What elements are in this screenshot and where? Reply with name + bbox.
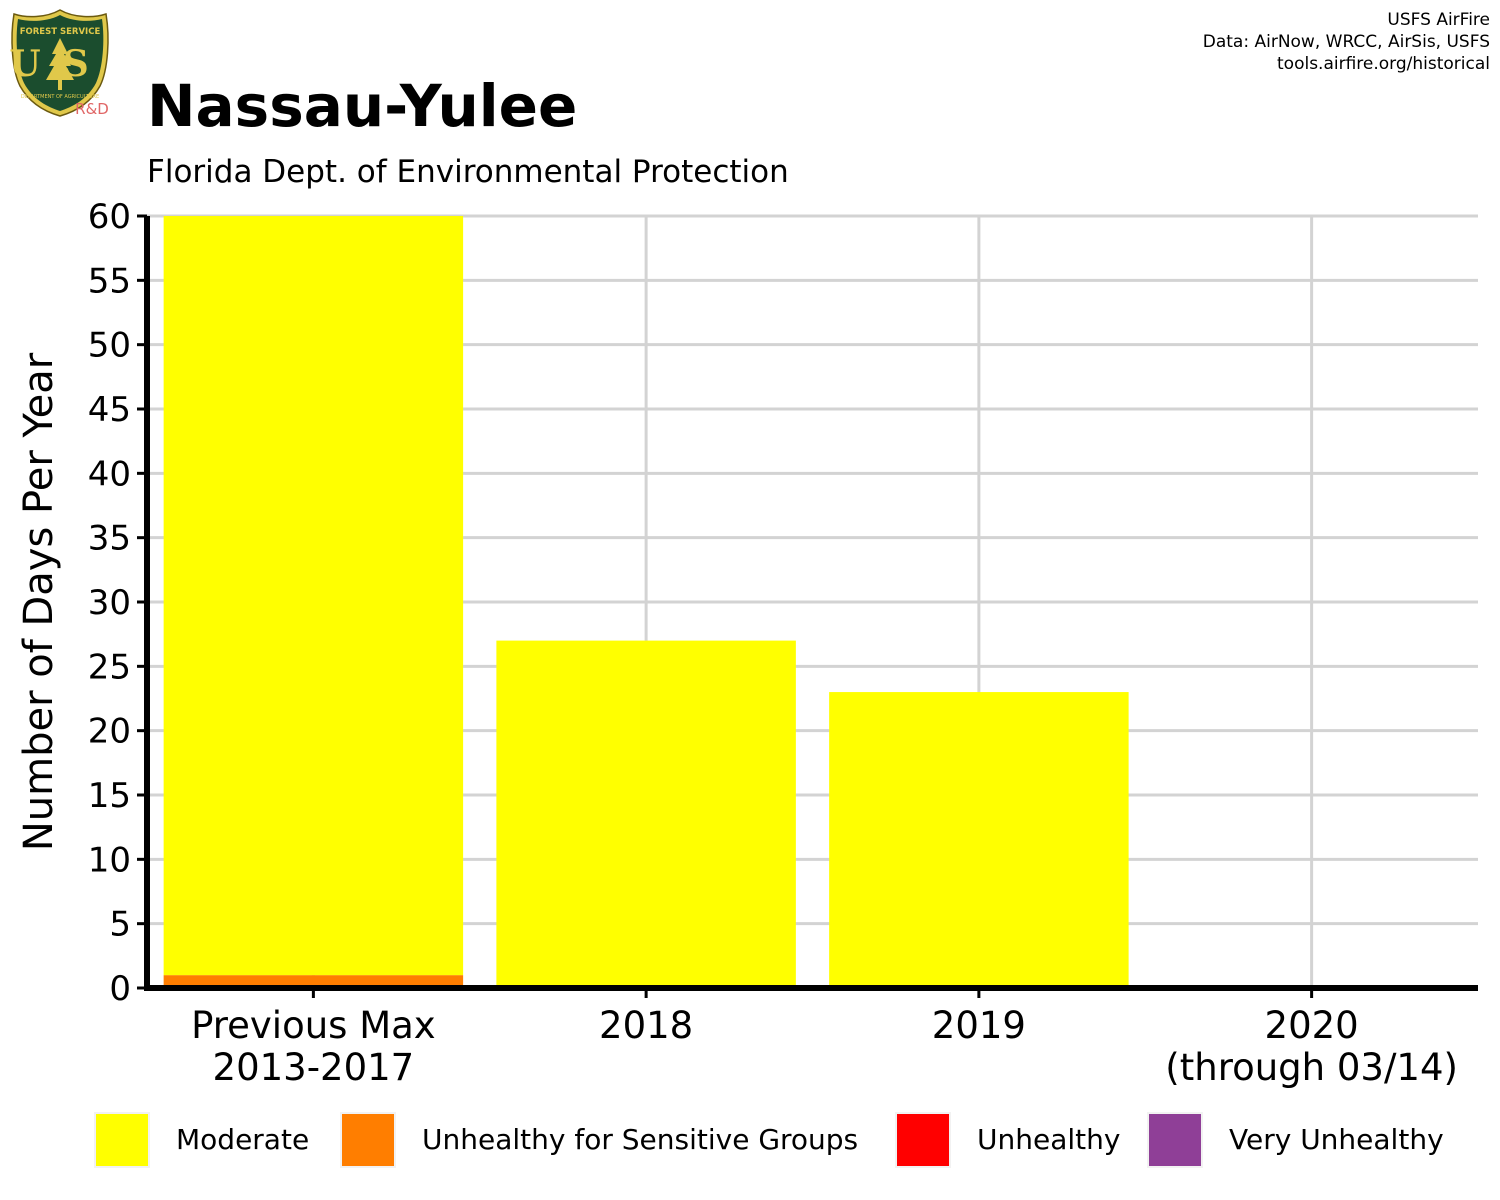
x-tick-label: 2013-2017 [213,1046,415,1089]
credit-line: Data: AirNow, WRCC, AirSis, USFS [1202,32,1490,52]
y-tick-label: 25 [88,647,131,687]
y-tick-label: 35 [88,519,131,559]
y-tick-label: 0 [109,969,131,1009]
legend-label: Unhealthy [977,1123,1121,1156]
y-tick-label: 55 [88,261,131,301]
x-tick-label: (through 03/14) [1165,1046,1458,1089]
bar-segment [496,640,796,988]
x-tick-label: Previous Max [191,1004,436,1047]
y-tick-label: 40 [88,454,131,494]
x-tick-label: 2019 [932,1004,1026,1047]
chart-subtitle: Florida Dept. of Environmental Protectio… [147,154,789,190]
pine-tree-icon [46,38,74,90]
legend-swatch [340,1112,396,1168]
legend: Moderate Unhealthy for Sensitive Groups Un… [0,1110,1500,1170]
credit-line: tools.airfire.org/historical [1277,54,1490,74]
y-tick-label: 30 [88,583,131,623]
logo-bottom-text: DEPARTMENT OF AGRICULTURE [21,94,99,100]
axes [137,214,1478,998]
chart-title: Nassau-Yulee [147,72,578,140]
y-tick-label: 60 [88,197,131,237]
bar-segment [163,216,464,976]
tick-labels: 0 5 10 15 20 25 30 35 40 45 50 55 60 Previous Max2013… [16,197,1458,1089]
bars [163,216,1129,988]
legend-label: Moderate [176,1123,310,1156]
legend-swatch [94,1112,150,1168]
legend-swatch [895,1112,951,1168]
y-tick-label: 20 [88,712,131,752]
logo-badge-text: R&D [75,100,109,118]
x-tick-label: 2018 [599,1004,693,1047]
x-tick-label: 2020 [1265,1004,1359,1047]
logo-top-text: FOREST SERVICE [20,27,101,37]
y-tick-label: 15 [88,776,131,816]
y-tick-label: 50 [88,326,131,366]
credits: USFS AirFire Data: AirNow, WRCC, AirSis,… [1203,9,1490,75]
legend-swatch [1147,1112,1203,1168]
bar-segment [163,975,464,988]
y-axis-label: Number of Days Per Year [16,352,62,851]
bar-segment [829,692,1129,988]
credit-line: USFS AirFire [1387,10,1490,30]
y-tick-label: 45 [88,390,131,430]
y-tick-label: 5 [109,905,131,945]
legend-label: Very Unhealthy [1229,1123,1444,1156]
forest-service-shield-icon: FOREST SERVICE US DEPARTMENT OF AGRICULT… [9,9,109,118]
y-tick-label: 10 [88,840,131,880]
legend-label: Unhealthy for Sensitive Groups [422,1123,859,1156]
